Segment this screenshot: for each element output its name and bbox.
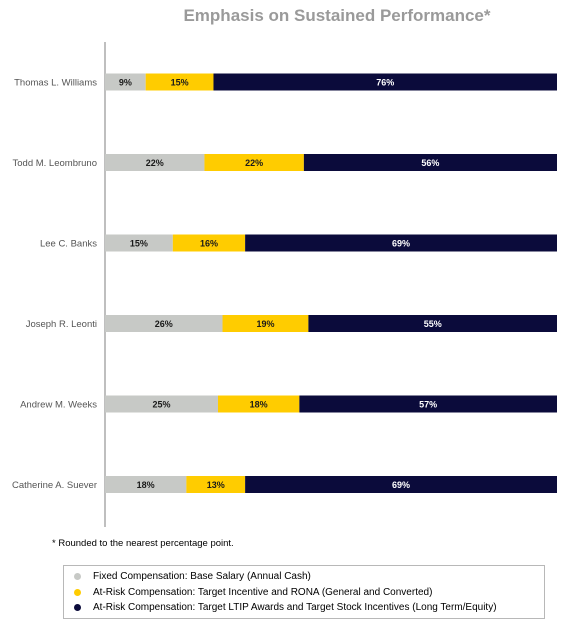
- bar-segment: [299, 395, 557, 413]
- data-label: 15%: [171, 78, 189, 88]
- category-label: Andrew M. Weeks: [20, 400, 97, 411]
- bar-segment: [105, 395, 218, 413]
- bar-segment: [308, 315, 557, 332]
- legend-label-ltip: At-Risk Compensation: Target LTIP Awards…: [93, 602, 497, 614]
- bar-segment: [204, 154, 304, 171]
- data-label: 13%: [207, 480, 225, 490]
- bar-segment: [105, 73, 146, 91]
- category-label: Todd M. Leombruno: [13, 158, 98, 169]
- bar-segment: [105, 315, 223, 332]
- legend-item: At-Risk Compensation: Target LTIP Awards…: [74, 600, 534, 616]
- bar-segment: [245, 476, 557, 493]
- data-label: 15%: [130, 239, 148, 249]
- bar-segment: [186, 476, 246, 493]
- data-label: 16%: [200, 239, 218, 249]
- bar-segment: [218, 395, 300, 413]
- category-label: Lee C. Banks: [40, 239, 97, 250]
- legend-dot-incentive: [74, 588, 81, 596]
- stacked-bar-chart: Thomas L. Williams 9% 15% 76% Todd M. Leombr…: [12, 42, 558, 527]
- data-label: 69%: [392, 239, 410, 249]
- data-label: 25%: [152, 400, 170, 410]
- legend-dot-ltip: [74, 604, 81, 612]
- data-label: 22%: [245, 158, 263, 168]
- data-label: 9%: [119, 78, 132, 88]
- data-label: 57%: [419, 400, 437, 410]
- category-label: Joseph R. Leonti: [26, 319, 97, 330]
- data-label: 26%: [155, 319, 173, 329]
- chart-title: Emphasis on Sustained Performance*: [183, 6, 491, 25]
- legend-label-incentive: At-Risk Compensation: Target Incentive a…: [93, 586, 433, 598]
- footnote: * Rounded to the nearest percentage poin…: [52, 538, 234, 549]
- legend-label-fixed: Fixed Compensation: Base Salary (Annual …: [93, 571, 311, 583]
- data-label: 76%: [376, 78, 394, 88]
- category-label: Thomas L. Williams: [14, 78, 97, 89]
- bar-segment: [245, 234, 557, 252]
- bar-segment: [105, 476, 187, 493]
- bar-segment: [222, 315, 309, 332]
- data-label: 18%: [250, 400, 268, 410]
- legend-dot-fixed: [74, 573, 81, 581]
- legend: Fixed Compensation: Base Salary (Annual …: [63, 565, 545, 619]
- data-label: 56%: [421, 158, 439, 168]
- bar-segment: [105, 234, 173, 252]
- bar-segment: [213, 73, 558, 91]
- data-label: 69%: [392, 480, 410, 490]
- data-label: 55%: [424, 319, 442, 329]
- legend-item: At-Risk Compensation: Target Incentive a…: [74, 585, 534, 601]
- category-label: Catherine A. Suever: [12, 480, 97, 491]
- bar-segment: [145, 73, 214, 91]
- bar-segment: [105, 154, 205, 171]
- data-label: 18%: [137, 480, 155, 490]
- bar-segment: [172, 234, 246, 252]
- bar-segment: [303, 154, 557, 171]
- legend-item: Fixed Compensation: Base Salary (Annual …: [74, 569, 534, 585]
- data-label: 19%: [256, 319, 274, 329]
- data-label: 22%: [146, 158, 164, 168]
